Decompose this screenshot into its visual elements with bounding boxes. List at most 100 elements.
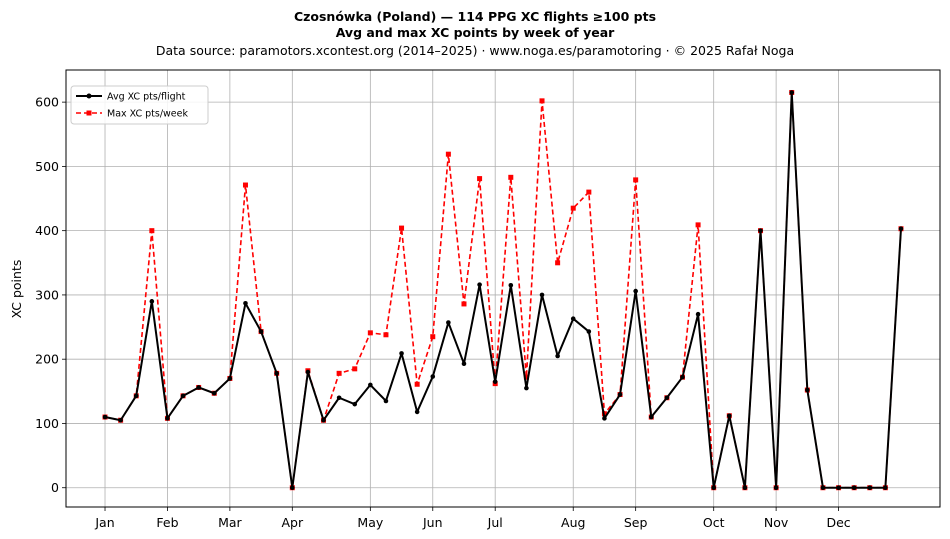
avg-point <box>461 361 467 366</box>
y-axis-ticks: 0 100 200 300 400 500 600 <box>35 95 66 495</box>
avg-point <box>305 369 311 375</box>
avg-point <box>664 395 670 401</box>
max-point <box>336 370 342 376</box>
chart-title-line-2: Avg and max XC points by week of year <box>336 25 615 40</box>
chart-title: Czosnówka (Poland) — 114 PPG XC flights … <box>156 9 794 58</box>
avg-point <box>243 300 248 306</box>
avg-point <box>196 385 201 390</box>
avg-point <box>617 392 623 397</box>
avg-point <box>898 226 904 232</box>
avg-point <box>414 409 420 415</box>
avg-point <box>602 416 607 421</box>
x-tick-label: Aug <box>561 515 585 530</box>
avg-point <box>805 387 810 393</box>
legend-marker-avg <box>86 93 92 99</box>
chart-title-line-1: Czosnówka (Poland) — 114 PPG XC flights … <box>294 9 656 24</box>
max-point <box>445 151 451 157</box>
avg-point <box>258 329 264 334</box>
avg-point <box>290 485 295 491</box>
y-tick-label: 500 <box>35 159 59 174</box>
x-tick-label: Mar <box>218 515 242 530</box>
y-axis-label: XC points <box>9 260 24 319</box>
avg-point <box>851 485 857 491</box>
y-tick-label: 200 <box>35 352 59 367</box>
avg-point <box>695 311 701 317</box>
max-point <box>586 189 592 195</box>
legend-label-avg: Avg XC pts/flight <box>107 92 186 103</box>
max-point <box>508 174 514 180</box>
avg-point <box>586 329 592 334</box>
max-point <box>414 381 420 387</box>
plot-frame <box>65 69 941 508</box>
avg-point <box>508 282 514 288</box>
avg-point <box>352 401 358 407</box>
max-point <box>367 330 373 336</box>
avg-point <box>102 414 108 420</box>
avg-point <box>321 417 326 423</box>
avg-point <box>149 299 155 304</box>
avg-point <box>836 485 841 491</box>
avg-point <box>446 320 451 325</box>
avg-point <box>758 228 763 233</box>
avg-point <box>539 292 545 298</box>
series-line-avg <box>104 91 902 489</box>
avg-point <box>383 398 389 404</box>
plot-series <box>102 89 904 491</box>
avg-point <box>524 385 529 391</box>
avg-point <box>773 485 779 491</box>
avg-point <box>680 374 685 380</box>
grid <box>66 70 940 507</box>
max-point <box>695 222 701 228</box>
x-tick-label: May <box>357 515 383 530</box>
max-point <box>430 334 436 340</box>
x-tick-label: Sep <box>624 515 648 530</box>
avg-point <box>274 371 279 376</box>
avg-point <box>399 351 404 356</box>
x-tick-label: Jun <box>422 515 443 530</box>
avg-point <box>118 417 123 423</box>
legend-label-max: Max XC pts/week <box>107 109 188 120</box>
x-tick-label: Jul <box>487 515 503 530</box>
legend-marker-max <box>86 110 92 116</box>
avg-point <box>867 485 873 491</box>
avg-point <box>430 374 436 379</box>
max-point <box>570 205 576 211</box>
avg-point <box>180 393 186 399</box>
x-tick-label: Jan <box>94 515 114 530</box>
avg-point <box>727 413 732 419</box>
y-tick-label: 600 <box>35 95 59 110</box>
max-point <box>352 366 358 372</box>
max-point <box>461 301 467 307</box>
max-point <box>633 177 639 183</box>
max-point <box>242 182 248 188</box>
x-tick-label: Feb <box>156 515 178 530</box>
y-tick-label: 400 <box>35 223 59 238</box>
avg-point <box>633 288 638 294</box>
max-point <box>149 228 155 234</box>
avg-point <box>570 316 576 322</box>
avg-point <box>368 382 373 388</box>
avg-point <box>820 485 826 491</box>
chart-source-line: Data source: paramotors.xcontest.org (20… <box>156 43 794 58</box>
avg-point <box>477 282 482 287</box>
x-tick-label: Dec <box>826 515 850 530</box>
x-axis-ticks: Jan Feb Mar Apr May Jun Jul Aug Sep Oct Nov Dec <box>94 507 851 530</box>
avg-point <box>211 390 217 396</box>
avg-point <box>165 416 170 421</box>
y-tick-label: 0 <box>51 480 59 495</box>
x-tick-label: Apr <box>281 515 303 530</box>
x-tick-label: Nov <box>764 515 789 530</box>
series-line-max <box>104 91 902 489</box>
avg-point <box>492 379 498 384</box>
avg-point <box>133 393 139 399</box>
y-tick-label: 300 <box>35 287 59 302</box>
max-point <box>539 98 545 104</box>
y-tick-label: 100 <box>35 416 59 431</box>
avg-point <box>555 353 560 359</box>
max-point <box>477 176 483 182</box>
x-tick-label: Oct <box>703 515 725 530</box>
avg-point <box>789 90 795 95</box>
avg-point <box>742 485 748 491</box>
avg-point <box>711 485 716 491</box>
